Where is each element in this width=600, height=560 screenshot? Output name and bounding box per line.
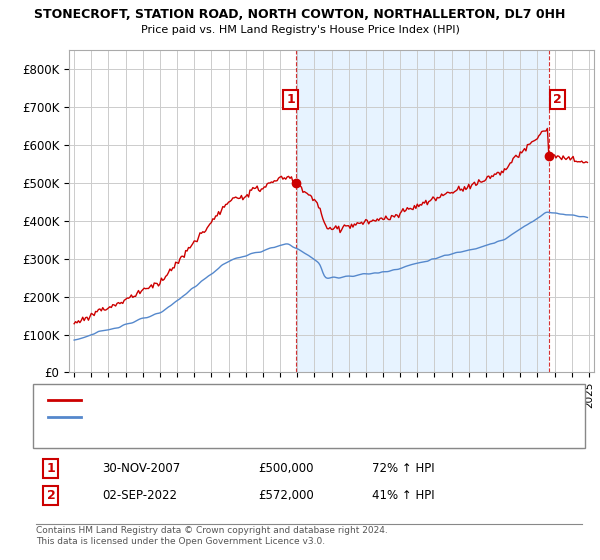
Text: STONECROFT, STATION ROAD, NORTH COWTON, NORTHALLERTON, DL7 0HH: STONECROFT, STATION ROAD, NORTH COWTON, … (34, 8, 566, 21)
Bar (296, 50, 549, 372)
Text: 02-SEP-2022: 02-SEP-2022 (102, 489, 177, 502)
Text: 30-NOV-2007: 30-NOV-2007 (102, 462, 180, 475)
Text: Price paid vs. HM Land Registry's House Price Index (HPI): Price paid vs. HM Land Registry's House … (140, 25, 460, 35)
Text: Contains HM Land Registry data © Crown copyright and database right 2024.
This d: Contains HM Land Registry data © Crown c… (36, 526, 388, 546)
Text: 2: 2 (553, 93, 562, 106)
Text: STONECROFT, STATION ROAD, NORTH COWTON, NORTHALLERTON, DL7 0HH (detached: STONECROFT, STATION ROAD, NORTH COWTON, … (87, 395, 541, 405)
Text: £572,000: £572,000 (258, 489, 314, 502)
Text: 1: 1 (286, 93, 295, 106)
Text: 2: 2 (47, 489, 55, 502)
Text: £500,000: £500,000 (258, 462, 314, 475)
Text: 41% ↑ HPI: 41% ↑ HPI (372, 489, 434, 502)
Text: 72% ↑ HPI: 72% ↑ HPI (372, 462, 434, 475)
Text: 1: 1 (47, 462, 55, 475)
Text: HPI: Average price, detached house, North Yorkshire: HPI: Average price, detached house, Nort… (87, 412, 360, 422)
